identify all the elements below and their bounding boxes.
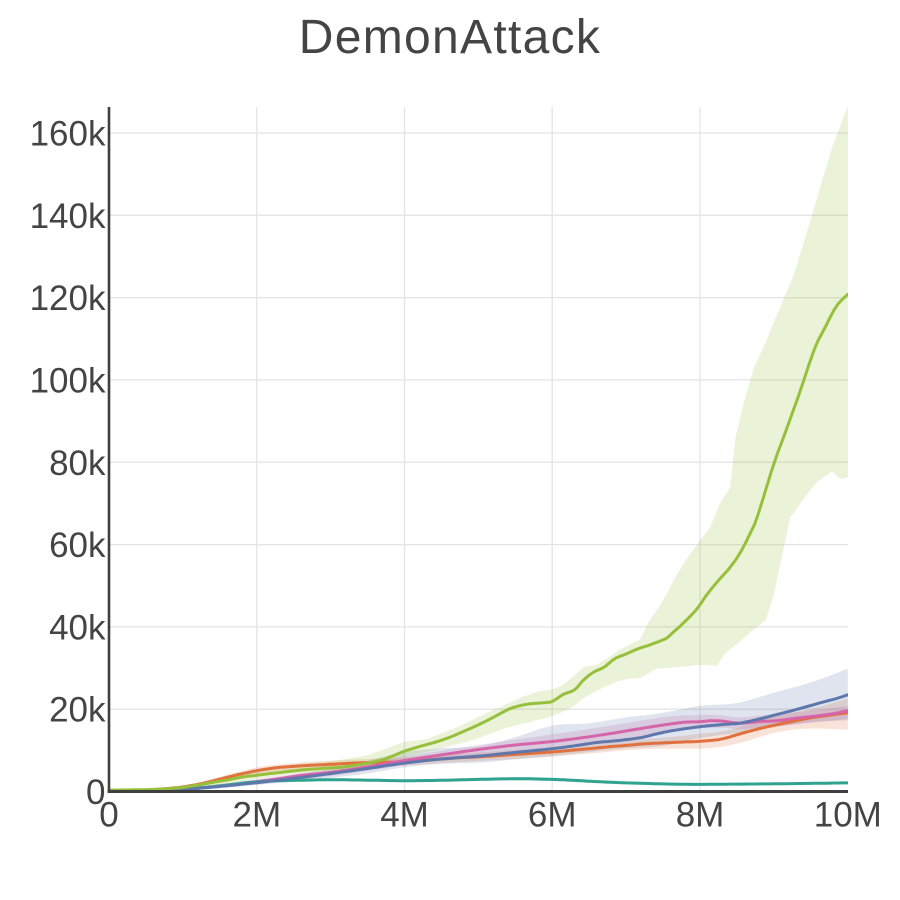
- svg-text:DemonAttack: DemonAttack: [299, 11, 601, 64]
- svg-text:4M: 4M: [380, 796, 429, 835]
- svg-text:160k: 160k: [30, 115, 106, 154]
- svg-text:80k: 80k: [49, 444, 106, 483]
- svg-text:10M: 10M: [814, 796, 882, 835]
- svg-text:8M: 8M: [676, 796, 725, 835]
- svg-text:140k: 140k: [30, 197, 106, 236]
- svg-text:60k: 60k: [49, 526, 106, 565]
- svg-text:120k: 120k: [30, 279, 106, 318]
- svg-text:0: 0: [86, 773, 105, 812]
- svg-text:6M: 6M: [528, 796, 577, 835]
- svg-text:100k: 100k: [30, 361, 106, 400]
- svg-text:2M: 2M: [232, 796, 281, 835]
- svg-text:40k: 40k: [49, 608, 106, 647]
- svg-text:20k: 20k: [49, 691, 106, 730]
- svg-text:0: 0: [99, 796, 118, 835]
